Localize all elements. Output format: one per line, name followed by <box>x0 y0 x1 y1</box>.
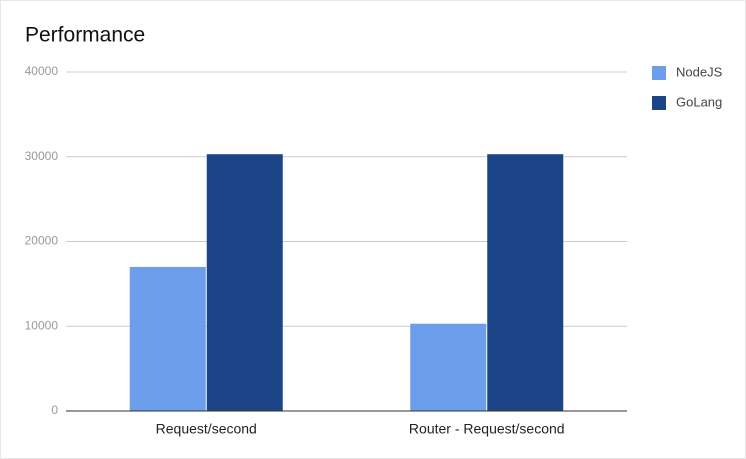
x-tick-label: Router - Request/second <box>409 421 565 437</box>
y-tick-label: 20000 <box>25 234 59 248</box>
legend-swatch <box>652 96 666 110</box>
y-tick-label: 0 <box>51 403 58 417</box>
bar <box>206 154 283 411</box>
y-tick-label: 10000 <box>25 318 59 332</box>
chart-title: Performance <box>25 24 145 47</box>
legend-swatch <box>652 66 666 80</box>
bar <box>410 323 487 411</box>
bar <box>129 266 206 411</box>
bar <box>487 154 564 411</box>
legend-label: NodeJS <box>676 64 723 79</box>
x-tick-label: Request/second <box>156 421 257 437</box>
legend-label: GoLang <box>676 94 722 109</box>
y-tick-label: 30000 <box>25 149 59 163</box>
y-tick-label: 40000 <box>25 64 59 78</box>
